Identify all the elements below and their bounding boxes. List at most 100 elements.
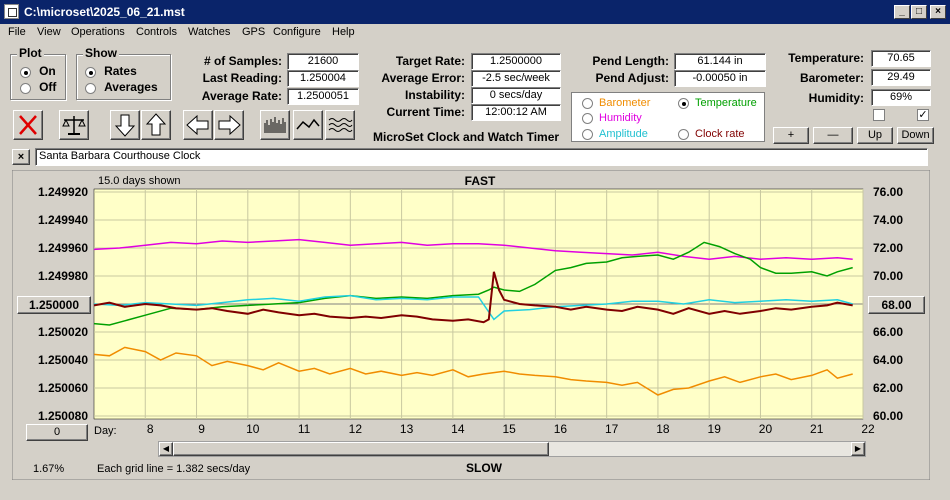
close-window-button[interactable]: × [930, 5, 946, 19]
left-tick-label: 1.249920 [38, 185, 88, 199]
radio-dot[interactable] [678, 97, 689, 109]
series-temperature-label: Temperature [695, 97, 757, 109]
scroll-position-button[interactable]: 0 [26, 424, 88, 441]
radio-dot[interactable] [85, 66, 96, 78]
x-tick-label: 16 [554, 422, 568, 436]
series-humidity-option[interactable]: Humidity [582, 112, 642, 124]
title-bar: C:\microset\2025_06_21.mst _ □ × [0, 0, 950, 24]
clear-button[interactable] [13, 110, 43, 140]
x-tick-label: 11 [298, 422, 311, 436]
line-plot-button[interactable] [293, 110, 323, 140]
maximize-button[interactable]: □ [911, 5, 927, 19]
arrow-up-button[interactable] [141, 110, 171, 140]
right-tick-label: 74.00 [873, 213, 903, 227]
chart-panel: 1.249920 1.249940 1.249960 1.249980 1.250020… [11, 169, 931, 481]
left-axis: 1.249920 1.249940 1.249960 1.249980 1.250020… [38, 185, 88, 423]
scroll-right-arrow[interactable]: ▶ [851, 442, 865, 456]
balance-button[interactable] [59, 110, 89, 140]
radio-dot[interactable] [582, 97, 593, 109]
series-barometer-option[interactable]: Barometer [582, 97, 650, 109]
menu-configure[interactable]: Configure [273, 26, 321, 38]
x-tick-label: 13 [400, 422, 414, 436]
series-amplitude-option[interactable]: Amplitude [582, 128, 648, 140]
arrow-down-button[interactable] [110, 110, 140, 140]
left-center-button[interactable]: 1.250000 [17, 296, 91, 314]
minimize-button[interactable]: _ [894, 5, 910, 19]
show-averages-radio[interactable]: Averages [85, 80, 158, 94]
target-rate-label: Target Rate: [395, 54, 465, 68]
scroll-thumb[interactable] [173, 442, 549, 456]
horizontal-scrollbar[interactable]: ◀ ▶ [158, 441, 866, 457]
arrow-down-icon [114, 114, 136, 137]
x-tick-label: 12 [349, 422, 363, 436]
menu-file[interactable]: File [8, 26, 26, 38]
app-icon[interactable] [4, 4, 19, 19]
radio-dot[interactable] [678, 128, 689, 140]
arrow-left-button[interactable] [183, 110, 213, 140]
arrow-right-button[interactable] [214, 110, 244, 140]
show-rates-radio[interactable]: Rates [85, 64, 137, 78]
current-time-label: Current Time: [386, 105, 465, 119]
watch-name-input[interactable]: Santa Barbara Courthouse Clock [35, 148, 928, 166]
right-center-button[interactable]: 68.00 [868, 296, 925, 314]
samples-label: # of Samples: [203, 54, 282, 68]
average-error-field: -2.5 sec/week [471, 70, 561, 87]
show-averages-label: Averages [104, 80, 158, 94]
wave-plot-button[interactable] [325, 110, 355, 140]
right-tick-label: 60.00 [873, 409, 903, 423]
pend-length-field: 61.144 in [674, 53, 766, 70]
checkbox-2[interactable]: ✓ [917, 109, 929, 121]
average-error-label: Average Error: [381, 71, 465, 85]
x-tick-label: 22 [861, 422, 875, 436]
x-tick-label: 15 [502, 422, 516, 436]
close-watch-button[interactable]: × [12, 149, 30, 165]
x-tick-label: 19 [708, 422, 722, 436]
radio-dot[interactable] [20, 66, 31, 78]
series-temperature-option[interactable]: Temperature [678, 97, 757, 109]
radio-dot[interactable] [582, 112, 593, 124]
show-group-label: Show [83, 46, 119, 60]
series-line-clock_rate [93, 271, 853, 324]
plot-on-label: On [39, 64, 56, 78]
series-clock-rate-label: Clock rate [695, 128, 745, 140]
humidity-field: 69% [871, 89, 931, 106]
arrow-up-icon [145, 113, 167, 136]
grid-note-text: Each grid line = 1.382 secs/day [97, 463, 251, 475]
menu-controls[interactable]: Controls [136, 26, 177, 38]
radio-dot[interactable] [85, 82, 96, 94]
scroll-left-arrow[interactable]: ◀ [159, 442, 173, 456]
menu-watches[interactable]: Watches [188, 26, 231, 38]
slow-label: SLOW [466, 461, 503, 475]
menu-bar: File View Operations Controls Watches GP… [0, 24, 950, 42]
right-tick-label: 76.00 [873, 185, 903, 199]
checkbox-1[interactable] [873, 109, 885, 121]
balance-scale-icon [62, 116, 86, 135]
right-tick-label: 64.00 [873, 353, 903, 367]
barometer-label: Barometer: [799, 71, 864, 85]
series [93, 238, 853, 396]
series-amplitude-label: Amplitude [599, 128, 648, 140]
menu-view[interactable]: View [37, 26, 61, 38]
x-tick-label: 14 [451, 422, 465, 436]
x-axis: 8 9 10 11 12 13 14 15 16 17 18 19 20 21 22 [147, 422, 875, 436]
x-tick-label: 9 [198, 422, 205, 436]
scroll-up-button[interactable]: Up [857, 127, 893, 144]
menu-gps[interactable]: GPS [242, 26, 266, 38]
menu-operations[interactable]: Operations [71, 26, 125, 38]
radio-dot[interactable] [20, 82, 31, 94]
radio-dot[interactable] [582, 128, 593, 140]
series-clock-rate-option[interactable]: Clock rate [678, 128, 745, 140]
wave-graph-icon [328, 118, 353, 132]
plot-off-radio[interactable]: Off [20, 80, 56, 94]
bar-plot-button[interactable] [260, 110, 290, 140]
barometer-field: 29.49 [871, 69, 931, 86]
x-tick-label: 20 [759, 422, 773, 436]
plot-group-label: Plot [17, 46, 44, 60]
plot-on-radio[interactable]: On [20, 64, 56, 78]
scale-plus-button[interactable]: + [773, 127, 809, 144]
scale-minus-button[interactable]: — [813, 127, 853, 144]
series-selector: Barometer Temperature Humidity Amplitude… [571, 92, 765, 142]
menu-help[interactable]: Help [332, 26, 355, 38]
day-axis-label: Day: [94, 425, 117, 437]
scroll-down-button[interactable]: Down [897, 127, 934, 144]
